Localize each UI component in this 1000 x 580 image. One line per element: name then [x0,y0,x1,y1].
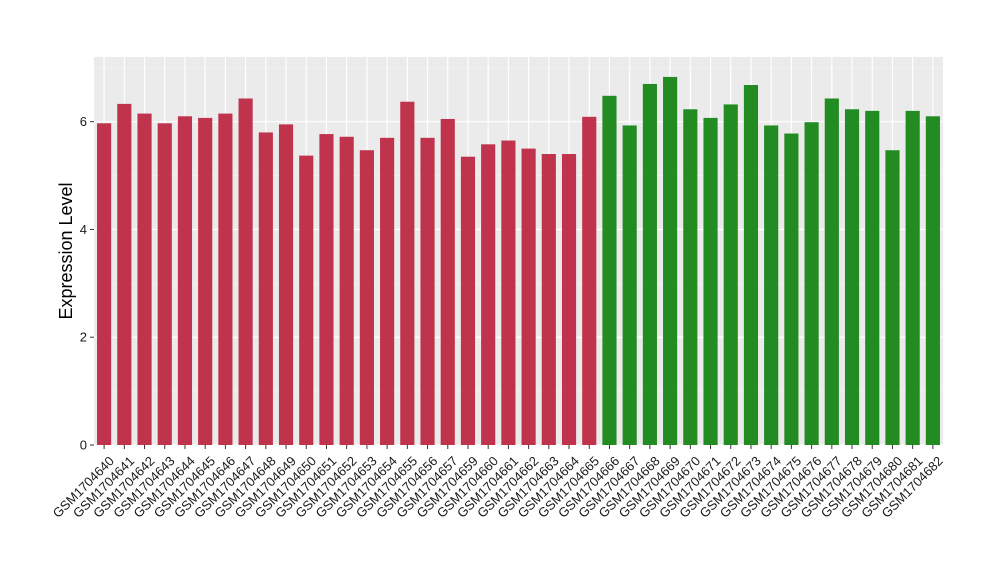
bar-GSM1704668 [642,83,657,445]
bars-group [97,76,940,446]
y-axis-title: Expression Level [56,182,76,319]
bar-GSM1704660 [481,144,496,446]
y-axis: 0 2 4 6 [80,114,94,453]
bar-GSM1704670 [683,109,698,446]
bar-GSM1704643 [157,123,172,446]
bar-GSM1704645 [198,117,213,446]
bar-GSM1704682 [925,116,940,446]
bar-GSM1704674 [764,125,779,445]
bar-GSM1704653 [359,150,374,445]
bar-GSM1704644 [177,116,193,446]
bar-GSM1704673 [743,85,759,446]
bar-GSM1704665 [582,116,597,446]
bar-GSM1704649 [278,124,294,445]
bar-GSM1704663 [541,154,556,445]
bar-GSM1704650 [299,155,314,445]
bar-GSM1704677 [824,98,839,445]
bar-GSM1704671 [703,117,718,446]
bar-GSM1704659 [460,156,476,445]
bar-GSM1704656 [420,137,435,446]
bar-GSM1704678 [844,109,860,446]
bar-GSM1704655 [400,101,415,445]
x-axis: GSM1704640GSM1704641GSM1704642GSM1704643… [50,445,946,521]
bar-GSM1704680 [885,150,900,445]
bar-GSM1704669 [663,76,678,445]
bar-GSM1704657 [440,118,455,445]
bar-GSM1704641 [117,103,132,445]
bar-GSM1704679 [865,110,880,445]
y-tick-label: 4 [80,222,87,237]
y-tick-label: 6 [80,114,87,129]
bar-GSM1704681 [905,110,920,445]
bar-GSM1704666 [602,95,617,446]
bar-GSM1704654 [380,137,395,446]
bar-GSM1704661 [501,140,516,445]
bar-GSM1704647 [238,98,253,445]
bar-GSM1704640 [97,123,112,446]
bar-GSM1704675 [784,133,799,445]
y-tick-label: 2 [80,330,87,345]
bar-GSM1704667 [622,125,637,445]
bar-GSM1704651 [319,134,334,446]
bar-GSM1704648 [258,132,273,445]
bar-GSM1704662 [521,148,536,445]
bar-GSM1704676 [804,122,819,445]
y-tick-label: 0 [80,438,87,453]
bar-GSM1704652 [339,136,354,445]
bar-GSM1704664 [561,154,577,445]
bar-GSM1704672 [723,104,738,445]
bar-GSM1704646 [218,113,233,445]
bar-GSM1704642 [137,113,152,445]
